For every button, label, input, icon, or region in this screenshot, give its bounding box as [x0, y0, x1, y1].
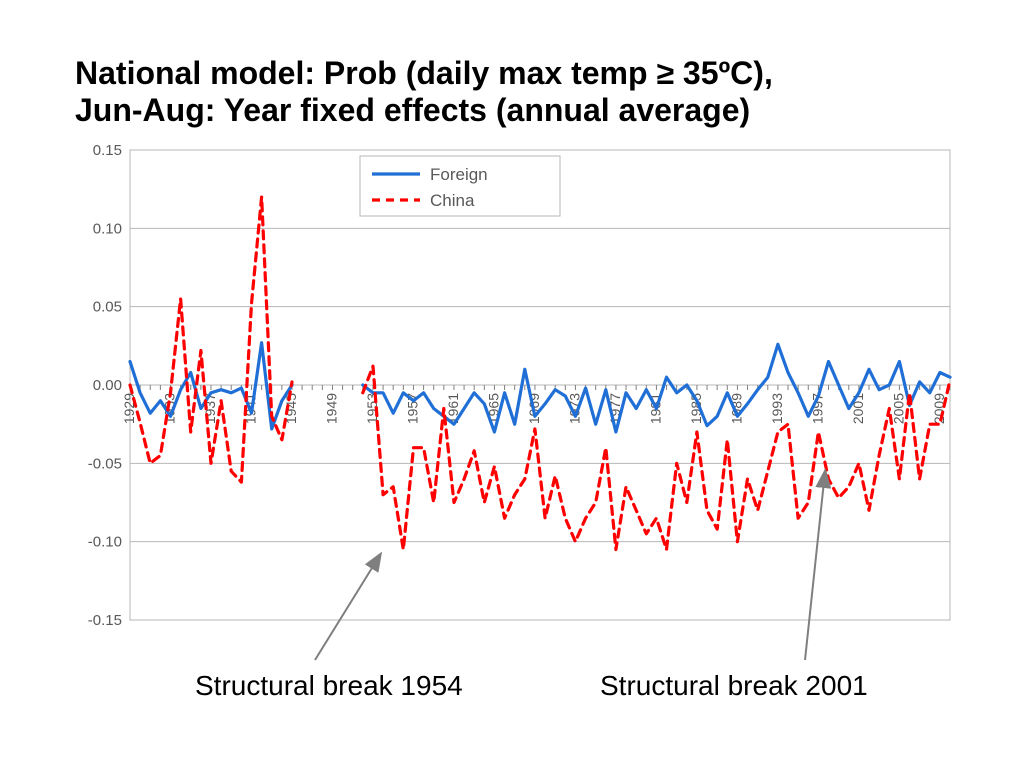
chart-container: -0.15-0.10-0.050.000.050.100.15192919331…: [70, 140, 955, 630]
svg-text:2009: 2009: [931, 393, 947, 424]
title-part2: Jun-Aug: Year fixed effects (annual aver…: [75, 92, 750, 128]
svg-text:-0.15: -0.15: [88, 612, 122, 629]
svg-text:1973: 1973: [566, 393, 582, 424]
svg-text:China: China: [430, 191, 475, 210]
svg-text:0.15: 0.15: [93, 142, 122, 159]
title-ge: ≥: [656, 55, 674, 91]
chart-title: National model: Prob (daily max temp ≥ 3…: [75, 55, 945, 129]
line-chart: -0.15-0.10-0.050.000.050.100.15192919331…: [70, 140, 955, 630]
svg-text:0.05: 0.05: [93, 299, 122, 316]
svg-text:-0.10: -0.10: [88, 534, 122, 551]
svg-text:2005: 2005: [890, 393, 906, 424]
svg-text:0.10: 0.10: [93, 220, 122, 237]
title-part1b: 35ºC),: [674, 55, 773, 91]
svg-text:Foreign: Foreign: [430, 165, 488, 184]
svg-text:1937: 1937: [202, 393, 218, 424]
annotation-label: Structural break 1954: [195, 670, 463, 702]
svg-text:0.00: 0.00: [93, 377, 122, 394]
svg-text:1949: 1949: [323, 393, 339, 424]
svg-text:1993: 1993: [769, 393, 785, 424]
annotation-label: Structural break 2001: [600, 670, 868, 702]
svg-text:-0.05: -0.05: [88, 455, 122, 472]
svg-text:2001: 2001: [850, 393, 866, 424]
title-part1: National model: Prob (daily max temp: [75, 55, 656, 91]
